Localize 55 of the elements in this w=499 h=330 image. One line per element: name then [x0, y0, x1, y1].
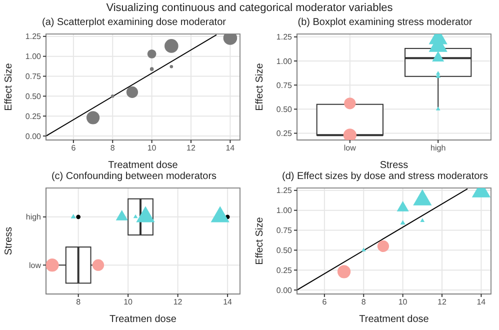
x-tick-label: 14 [226, 144, 236, 153]
y-axis-title: Effect Size [4, 62, 15, 111]
y-tick-label: 0.50 [25, 92, 42, 102]
y-axis-title: Effect Size [254, 216, 266, 265]
x-tick-label: 12 [186, 144, 196, 153]
y-tick-label: 0.00 [25, 132, 42, 141]
y-axis-title: Stress [4, 226, 15, 256]
x-tick-label: 10 [398, 298, 408, 307]
y-tick-label: 1.25 [25, 32, 42, 42]
x-axis-title: Treatment dose [359, 314, 430, 325]
chart-title: (d) Effect sizes by dose and stress moderators [280, 170, 489, 184]
chart-title: (a) Scatterplot examining dose moderator [41, 16, 227, 30]
text: Visualizing continuous and categorical moderator variables [105, 1, 394, 16]
y-tick-label: 0.25 [276, 266, 293, 275]
x-tick-label: 14 [476, 298, 486, 307]
point [361, 248, 366, 252]
x-tick-label: 8 [110, 144, 116, 153]
y-tick-label: 0.25 [25, 112, 42, 121]
point [420, 218, 425, 222]
point [337, 265, 351, 278]
y-tick-label: 1.00 [276, 206, 293, 216]
y-tick-label: 1.25 [276, 186, 293, 196]
y-tick-label: 0.00 [276, 286, 293, 295]
point [400, 220, 406, 225]
x-tick-label: 10 [147, 144, 157, 153]
x-tick-label: 12 [173, 298, 183, 307]
y-tick-label: 1.00 [25, 52, 42, 62]
x-tick-label: high [430, 144, 446, 153]
point [147, 49, 156, 58]
y-tick-label: 0.50 [276, 246, 293, 256]
x-tick-label: 6 [322, 298, 328, 307]
x-tick-label: 10 [124, 298, 134, 307]
y-axis-title: Effect Size [254, 62, 266, 111]
y-tick-label: 0.75 [276, 226, 293, 236]
chart-title: (c) Confounding between moderators [50, 170, 218, 184]
point [126, 86, 138, 98]
x-axis-title: Stress [380, 160, 408, 171]
x-tick-label: 6 [71, 144, 76, 153]
y-tick-label: 0.25 [276, 129, 293, 138]
x-axis-title: Treatmen dose [110, 314, 177, 325]
x-tick-label: 8 [361, 298, 366, 307]
y-tick-label: 1.00 [276, 56, 293, 66]
y-tick-label: 1.25 [276, 32, 293, 42]
y-tick-label: low [28, 260, 42, 270]
y-tick-label: 0.75 [276, 80, 293, 90]
x-tick-label: 12 [438, 298, 448, 307]
x-axis-title: Treatment dose [108, 160, 178, 171]
chart-title: (b) Boxplot examining stress moderator [296, 16, 474, 30]
y-tick-label: 0.50 [276, 105, 293, 114]
y-tick-label: 0.75 [25, 72, 42, 82]
y-tick-label: high [26, 212, 41, 222]
x-tick-label: 8 [76, 298, 82, 307]
point [377, 240, 390, 252]
x-tick-label: low [344, 144, 356, 153]
x-tick-label: 14 [223, 298, 233, 307]
